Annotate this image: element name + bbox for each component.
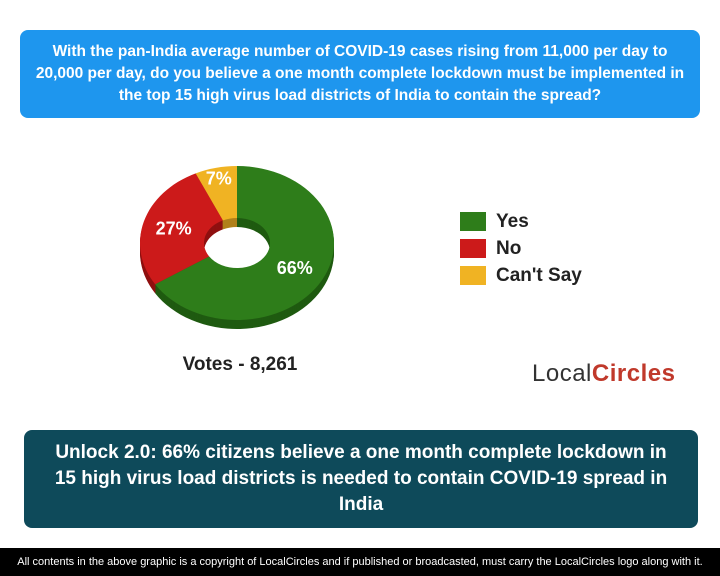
slice-no	[139, 173, 223, 285]
question-banner: With the pan-India average number of COV…	[20, 30, 700, 118]
slice-yes	[155, 166, 334, 321]
legend-label: Yes	[496, 210, 529, 232]
legend-swatch	[460, 266, 486, 285]
legend-swatch	[460, 239, 486, 258]
legend-label: No	[496, 237, 522, 259]
legend-item-yes: Yes	[460, 208, 582, 235]
votes-count: Votes - 8,261	[182, 354, 298, 375]
copyright-footer: All contents in the above graphic is a c…	[0, 548, 720, 576]
headline-banner: Unlock 2.0: 66% citizens believe a one m…	[24, 430, 698, 528]
legend-label: Can't Say	[496, 264, 582, 286]
localcircles-logo: LocalCircles	[532, 360, 676, 387]
legend: Yes No Can't Say	[460, 208, 582, 289]
data-label: 7%	[206, 168, 232, 188]
data-label: 27%	[156, 218, 192, 238]
data-label: 66%	[277, 258, 313, 278]
legend-swatch	[460, 212, 486, 231]
legend-item-cant-say: Can't Say	[460, 262, 582, 289]
slice-cantsay	[195, 166, 237, 221]
legend-item-no: No	[460, 235, 582, 262]
